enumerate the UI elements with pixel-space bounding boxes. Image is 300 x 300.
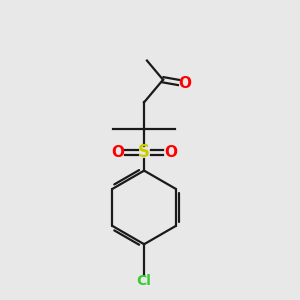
Text: Cl: Cl xyxy=(137,274,152,288)
Text: O: O xyxy=(164,145,177,160)
Text: O: O xyxy=(111,145,124,160)
Text: O: O xyxy=(178,76,191,91)
Text: S: S xyxy=(138,143,150,161)
